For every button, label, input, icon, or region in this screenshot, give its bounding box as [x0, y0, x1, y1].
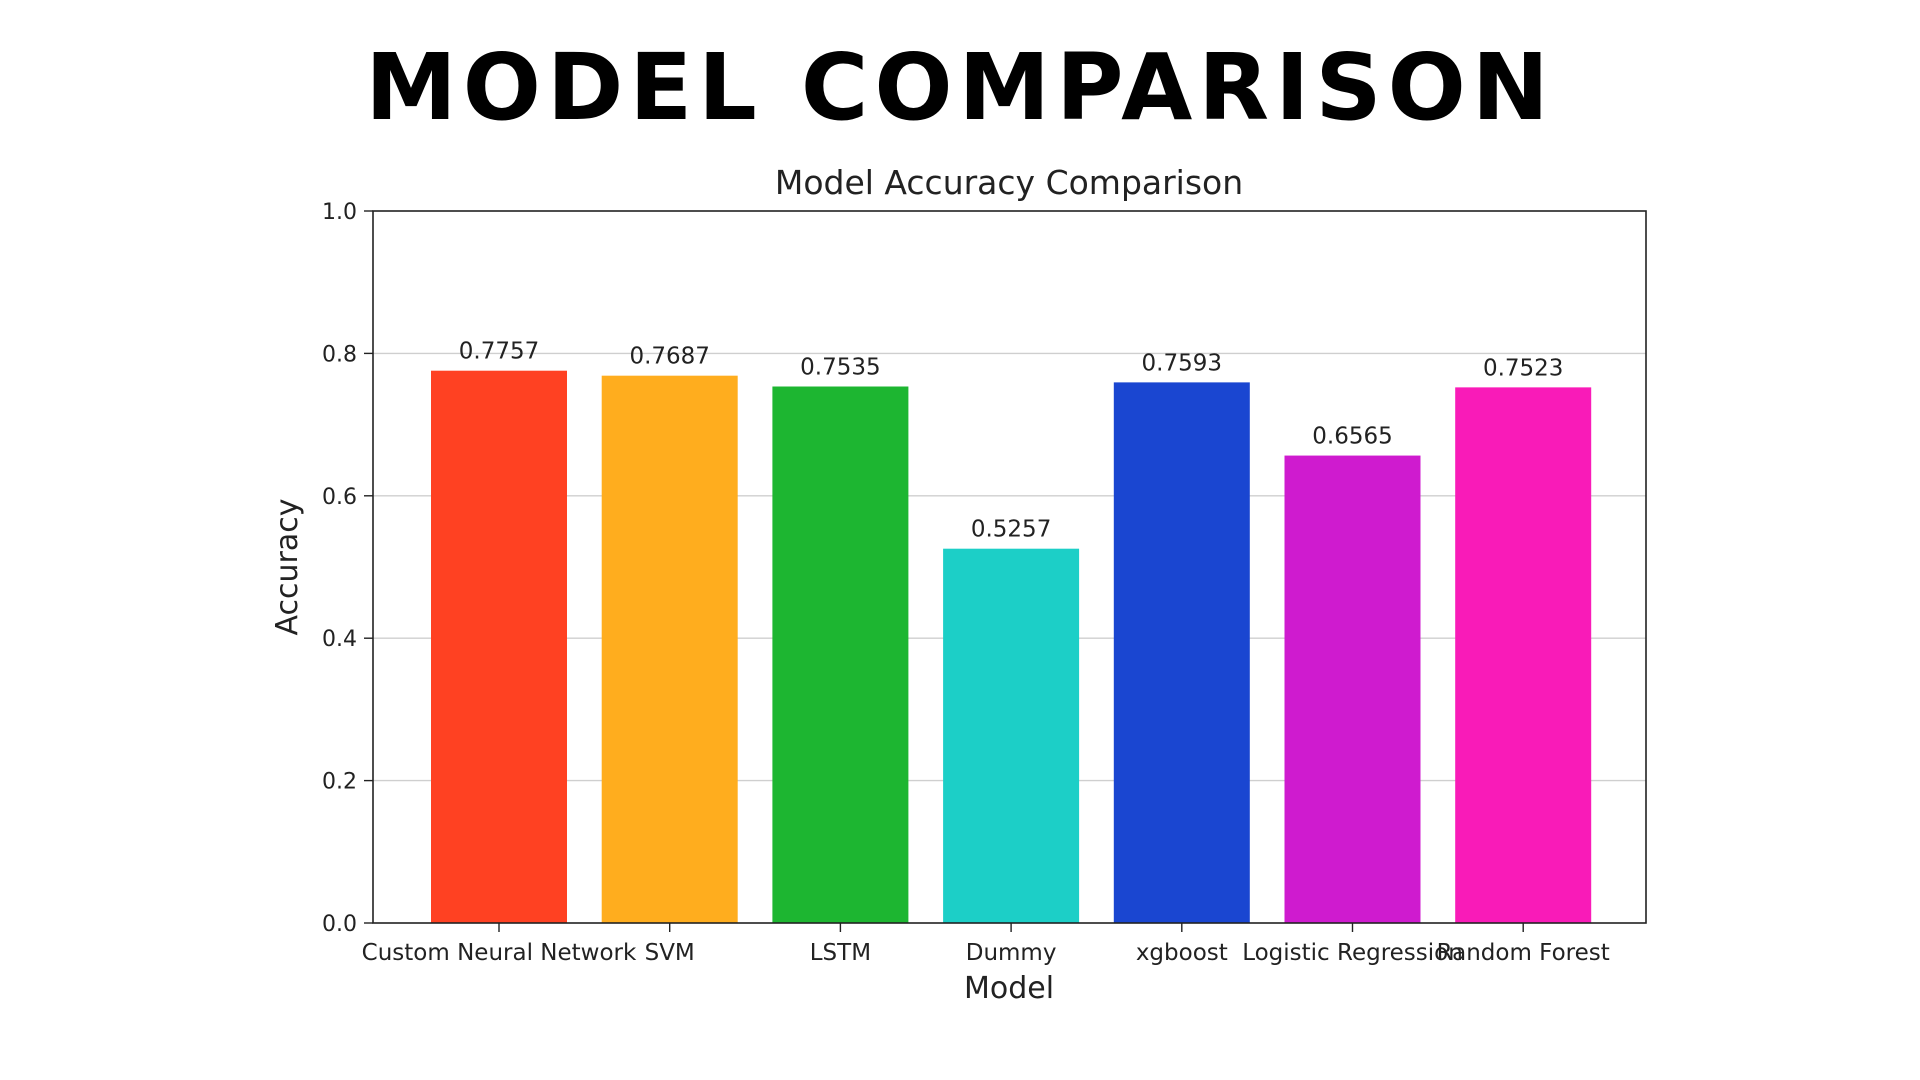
x-axis: Custom Neural Network SVM LSTM Dummy xgboost…	[362, 923, 1610, 966]
chart-title: Model Accuracy Comparison	[775, 163, 1243, 202]
value-labels: 0.7757 0.7687 0.7535 0.5257 0.7593 0.6565 0.75…	[459, 339, 1564, 543]
y-tick-label: 0.0	[322, 912, 357, 937]
bar-value-label: 0.5257	[971, 517, 1051, 543]
bar-value-label: 0.7593	[1142, 350, 1222, 376]
x-tick-label: Custom Neural Network	[362, 940, 637, 966]
y-tick-label: 0.2	[322, 770, 357, 795]
bar-value-label: 0.6565	[1312, 424, 1392, 450]
x-tick-label: Random Forest	[1437, 940, 1610, 966]
bar	[772, 386, 909, 923]
x-tick-label: LSTM	[810, 940, 871, 966]
bar	[1284, 455, 1421, 923]
plot-frame	[372, 210, 1647, 924]
y-axis: 0.0 0.2 0.4 0.6 0.8 1.0	[322, 200, 373, 937]
x-tick-label: Dummy	[966, 940, 1057, 966]
bars	[431, 370, 1592, 923]
y-tick-label: 0.4	[322, 627, 357, 652]
x-tick-label: xgboost	[1136, 940, 1228, 966]
bar-value-label: 0.7687	[629, 344, 709, 370]
bar	[431, 370, 567, 923]
bar	[601, 375, 738, 923]
bar	[943, 548, 1080, 923]
x-tick-label: Logistic Regression	[1242, 940, 1463, 966]
y-tick-label: 0.8	[322, 342, 357, 367]
bar-value-label: 0.7757	[459, 339, 539, 365]
y-tick-label: 1.0	[322, 200, 357, 225]
bar	[1113, 382, 1250, 923]
x-tick-label: SVM	[645, 940, 695, 966]
x-axis-label: Model	[964, 971, 1054, 1006]
bar	[1455, 387, 1592, 923]
bar-value-label: 0.7523	[1483, 355, 1563, 381]
page-title: MODEL COMPARISON	[365, 34, 1555, 141]
y-axis-label: Accuracy	[270, 499, 305, 636]
y-tick-label: 0.6	[322, 485, 357, 510]
bar-value-label: 0.7535	[800, 355, 880, 381]
